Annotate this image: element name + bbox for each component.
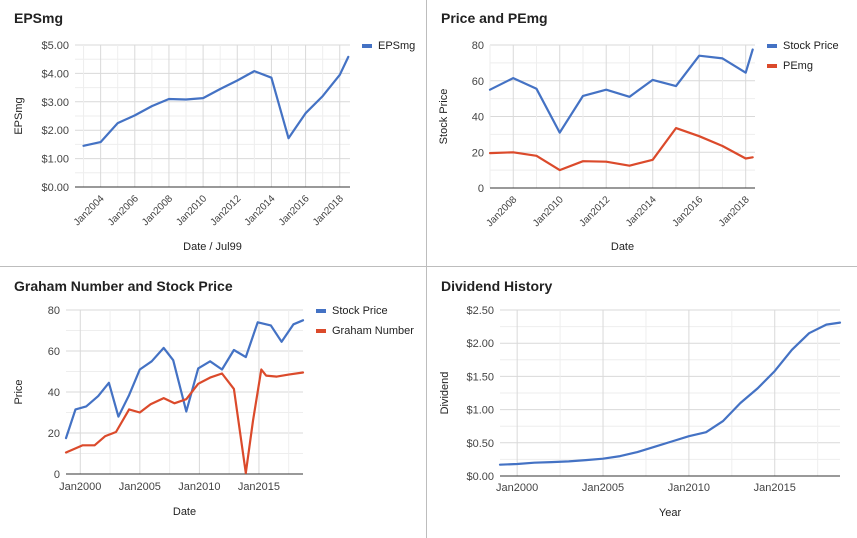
y-axis-title: Price xyxy=(13,379,25,404)
chart-title: Graham Number and Stock Price xyxy=(14,278,233,294)
y-tick-label: 20 xyxy=(48,428,60,440)
y-tick-label: 0 xyxy=(54,469,60,481)
chart-panel-dividend: Dividend History $0.00 $0.50 $1.00 $1.50 $2.… xyxy=(427,268,857,538)
y-tick-label: 60 xyxy=(472,76,484,88)
legend-swatch xyxy=(316,329,326,333)
y-tick-label: 80 xyxy=(48,305,60,317)
legend-swatch xyxy=(362,44,372,48)
y-tick-label: $3.00 xyxy=(41,97,69,109)
y-tick-label: 40 xyxy=(472,112,484,124)
x-tick-label: Jan2005 xyxy=(119,481,161,493)
series-line xyxy=(488,127,754,172)
chart-title: Dividend History xyxy=(441,278,553,294)
x-tick-label: Jan2004 xyxy=(72,193,107,228)
x-tick-label: Jan2018 xyxy=(311,193,346,228)
chart-panel-price-pemg: Price and PEmg 0 20 40 60 80 Jan2008 Jan2010 Ja… xyxy=(427,0,857,266)
y-tick-label: 40 xyxy=(48,387,60,399)
series-line xyxy=(488,48,754,134)
horizontal-divider xyxy=(0,266,857,267)
x-tick-label: Jan2000 xyxy=(59,481,101,493)
series-line xyxy=(64,319,305,440)
legend-label: Stock Price xyxy=(783,40,839,52)
x-tick-label: Jan2015 xyxy=(238,481,280,493)
x-tick-label: Jan2010 xyxy=(668,482,710,494)
x-axis-title: Year xyxy=(659,507,682,519)
chart-svg: 0 20 40 60 80 Jan2000 Jan2005 Jan2010 Jan2015 Dat… xyxy=(13,305,414,518)
x-tick-label: Jan2005 xyxy=(582,482,624,494)
x-tick-label: Jan2014 xyxy=(624,194,659,229)
y-axis-title: EPSmg xyxy=(13,97,25,134)
legend-label: Graham Number xyxy=(332,325,414,337)
chart-svg: $0.00 $0.50 $1.00 $1.50 $2.00 $2.50 Jan2000 Jan… xyxy=(439,305,842,519)
y-tick-label: 60 xyxy=(48,346,60,358)
legend-swatch xyxy=(767,64,777,68)
x-tick-label: Jan2010 xyxy=(531,194,566,229)
y-tick-label: $1.00 xyxy=(466,405,494,417)
chart-title: EPSmg xyxy=(14,10,64,26)
y-tick-label: $2.50 xyxy=(466,305,494,317)
x-tick-label: Jan2012 xyxy=(208,193,243,228)
y-tick-label: $4.00 xyxy=(41,68,69,80)
x-tick-label: Jan2010 xyxy=(174,193,209,228)
y-tick-label: $0.50 xyxy=(466,438,494,450)
legend-label: Stock Price xyxy=(332,305,388,317)
x-tick-label: Jan2006 xyxy=(106,193,141,228)
x-axis-title: Date xyxy=(611,241,634,253)
y-tick-label: $2.00 xyxy=(466,338,494,350)
x-tick-label: Jan2008 xyxy=(484,194,519,229)
x-tick-label: Jan2010 xyxy=(178,481,220,493)
x-tick-label: Jan2000 xyxy=(496,482,538,494)
chart-panel-graham: Graham Number and Stock Price 0 20 40 60 80 J… xyxy=(0,268,426,538)
x-axis-title: Date xyxy=(173,506,196,518)
legend-swatch xyxy=(767,44,777,48)
legend-swatch xyxy=(316,309,326,313)
x-tick-label: Jan2016 xyxy=(670,194,705,229)
y-tick-label: $1.00 xyxy=(41,154,69,166)
chart-panel-epsmg: EPSmg $0.00 $1.00 $2.00 $3.00 $4.00 $5.00 Jan2… xyxy=(0,0,426,266)
y-axis-title: Dividend xyxy=(439,372,451,415)
y-tick-label: $5.00 xyxy=(41,40,69,52)
x-tick-label: Jan2015 xyxy=(754,482,796,494)
x-tick-label: Jan2016 xyxy=(277,193,312,228)
y-tick-label: $0.00 xyxy=(41,182,69,194)
series-line xyxy=(64,368,305,475)
y-tick-label: 20 xyxy=(472,147,484,159)
y-tick-label: $1.50 xyxy=(466,371,494,383)
legend-label: EPSmg xyxy=(378,40,415,52)
y-tick-label: $2.00 xyxy=(41,125,69,137)
x-tick-label: Jan2012 xyxy=(577,194,612,229)
chart-title: Price and PEmg xyxy=(441,10,548,26)
y-tick-label: $0.00 xyxy=(466,471,494,483)
x-tick-label: Jan2014 xyxy=(243,193,278,228)
series-line xyxy=(82,55,350,147)
y-tick-label: 80 xyxy=(472,40,484,52)
chart-svg: 0 20 40 60 80 Jan2008 Jan2010 Jan2012 Jan2014 Jan… xyxy=(438,40,839,253)
vertical-divider xyxy=(426,0,427,538)
y-tick-label: 0 xyxy=(478,183,484,195)
series-line xyxy=(498,321,842,466)
x-axis-title: Date / Jul99 xyxy=(183,241,242,253)
x-tick-label: Jan2018 xyxy=(717,194,752,229)
y-axis-title: Stock Price xyxy=(438,89,450,145)
legend-label: PEmg xyxy=(783,60,813,72)
x-tick-label: Jan2008 xyxy=(140,193,175,228)
